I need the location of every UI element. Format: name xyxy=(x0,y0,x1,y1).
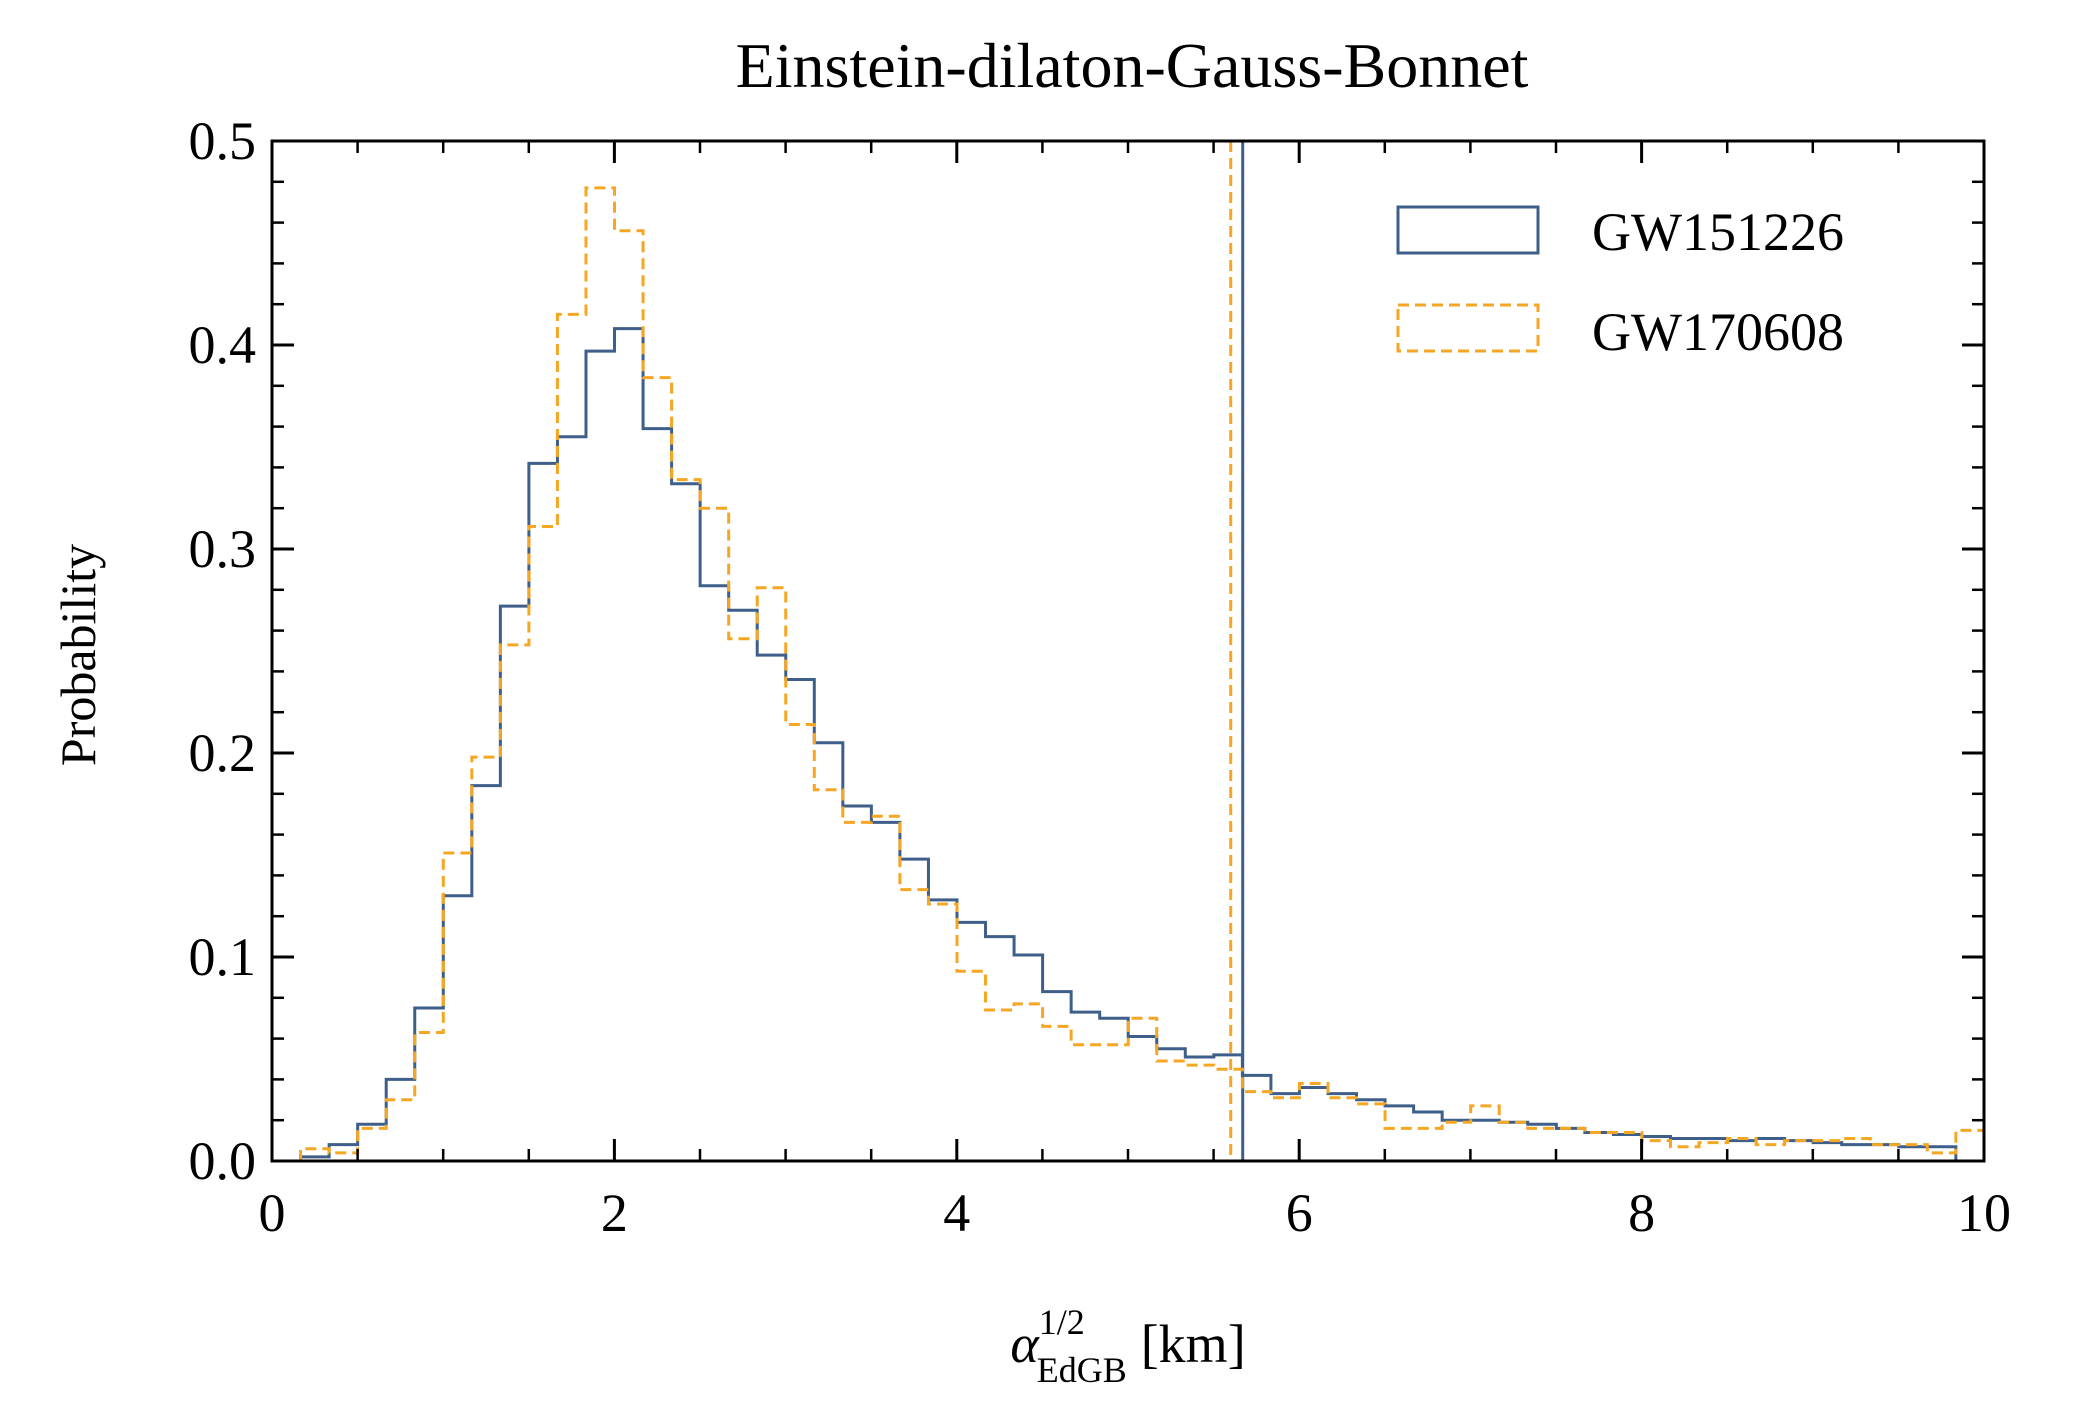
x-tick-label: 0 xyxy=(259,1183,286,1243)
x-label-symbol: α xyxy=(1010,1314,1040,1374)
histogram-step-gw151226 xyxy=(299,327,1958,1161)
legend: GW151226 GW170608 xyxy=(1396,202,1844,362)
x-tick-label: 4 xyxy=(943,1183,970,1243)
legend-swatch-gw151226 xyxy=(1396,205,1540,255)
y-tick-label: 0.3 xyxy=(189,519,257,579)
histogram-step-gw170608 xyxy=(299,186,1986,1161)
x-axis-label: α1/2 EdGB [km] xyxy=(1010,1302,1245,1390)
chart-title: Einstein-dilaton-Gauss-Bonnet xyxy=(736,30,1529,101)
x-tick-label: 2 xyxy=(601,1183,628,1243)
y-tick-label: 0.2 xyxy=(189,723,257,783)
x-label-unit: [km] xyxy=(1141,1314,1246,1374)
legend-label-gw151226: GW151226 xyxy=(1592,202,1844,262)
x-label-superscript: 1/2 xyxy=(1039,1302,1085,1342)
y-axis-label: Probability xyxy=(50,544,106,766)
y-tick-label: 0.5 xyxy=(189,111,257,171)
y-tick-label: 0.4 xyxy=(189,315,257,375)
legend-label-gw170608: GW170608 xyxy=(1592,302,1844,362)
legend-swatch-gw170608 xyxy=(1396,303,1540,353)
x-tick-label: 10 xyxy=(1957,1183,2011,1243)
y-tick-label: 0.1 xyxy=(189,927,257,987)
plot-frame xyxy=(270,139,1986,1163)
x-label-subscript: EdGB xyxy=(1037,1350,1127,1390)
y-tick-label: 0.0 xyxy=(189,1131,257,1191)
x-tick-label: 6 xyxy=(1286,1183,1313,1243)
x-tick-label: 8 xyxy=(1628,1183,1655,1243)
